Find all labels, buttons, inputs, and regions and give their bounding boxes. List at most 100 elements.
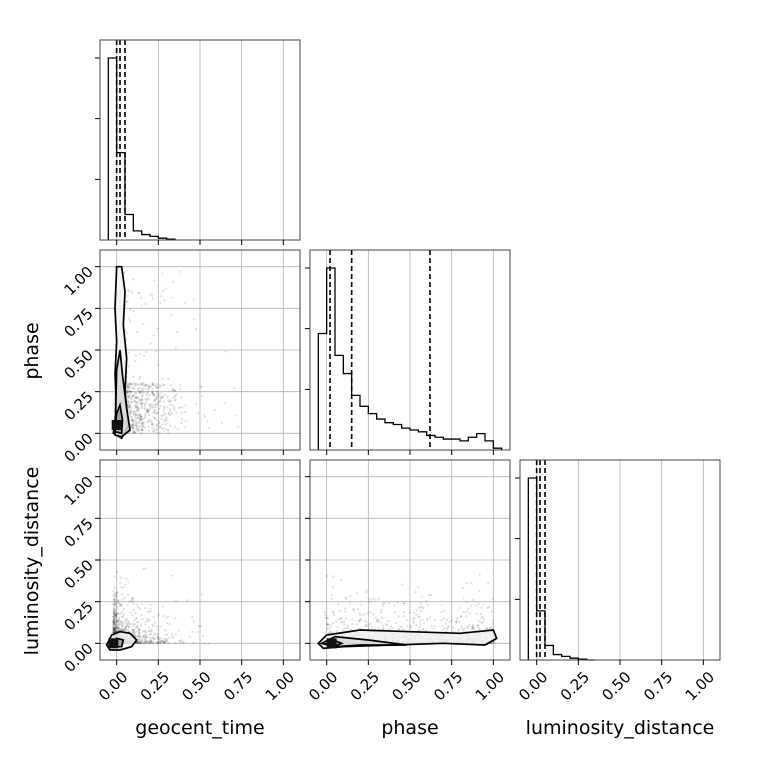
scatter-point bbox=[333, 613, 336, 616]
scatter-point bbox=[143, 414, 147, 417]
scatter-point bbox=[144, 640, 147, 644]
scatter-point bbox=[141, 421, 144, 424]
x-tick-label-2: 0.50 bbox=[598, 668, 634, 704]
scatter-point bbox=[145, 350, 148, 353]
scatter-point bbox=[158, 385, 162, 388]
scatter-point bbox=[140, 402, 143, 405]
scatter-point bbox=[129, 390, 132, 394]
scatter-point bbox=[164, 629, 167, 632]
scatter-point bbox=[491, 597, 494, 601]
scatter-point bbox=[133, 410, 137, 413]
scatter-point bbox=[162, 409, 165, 412]
scatter-point bbox=[133, 431, 136, 434]
scatter-point bbox=[125, 628, 128, 632]
scatter-point bbox=[356, 623, 359, 626]
scatter-point bbox=[163, 420, 166, 423]
scatter-point bbox=[117, 626, 120, 629]
scatter-point bbox=[148, 394, 152, 397]
scatter-point bbox=[429, 594, 432, 597]
scatter-point bbox=[120, 621, 123, 624]
scatter-point bbox=[143, 633, 146, 637]
scatter-point bbox=[131, 411, 134, 414]
scatter-point bbox=[141, 394, 145, 397]
scatter-point bbox=[131, 421, 134, 424]
scatter-point bbox=[149, 385, 152, 388]
scatter-point bbox=[155, 395, 158, 398]
scatter-point bbox=[119, 623, 122, 626]
scatter-point bbox=[383, 602, 386, 605]
scatter-point bbox=[125, 618, 128, 621]
scatter-point bbox=[133, 387, 136, 391]
scatter-point bbox=[144, 638, 147, 641]
scatter-point bbox=[174, 599, 178, 603]
scatter-point bbox=[200, 386, 203, 389]
scatter-point bbox=[146, 390, 149, 393]
scatter-point bbox=[162, 641, 165, 644]
scatter-point bbox=[163, 640, 166, 643]
scatter-point bbox=[160, 391, 163, 395]
scatter-point bbox=[126, 624, 129, 627]
scatter-point bbox=[145, 394, 149, 398]
scatter-point bbox=[346, 626, 350, 629]
scatter-point bbox=[147, 386, 150, 390]
scatter-point bbox=[136, 407, 139, 410]
scatter-point bbox=[357, 619, 360, 622]
scatter-point bbox=[140, 640, 144, 643]
scatter-point bbox=[371, 625, 374, 629]
scatter-point bbox=[115, 591, 118, 594]
scatter-point bbox=[134, 384, 137, 387]
scatter-point bbox=[155, 411, 159, 414]
scatter-point bbox=[418, 616, 421, 619]
scatter-point bbox=[123, 626, 127, 630]
scatter-point bbox=[192, 298, 195, 301]
scatter-point bbox=[443, 627, 446, 630]
scatter-point bbox=[112, 626, 115, 630]
scatter-point bbox=[167, 377, 170, 381]
y-tick-label-3: 0.75 bbox=[60, 304, 96, 340]
axis-labels-layer: geocent_time phase luminosity_distance p… bbox=[21, 322, 714, 739]
scatter-point bbox=[150, 629, 153, 633]
scatter-point bbox=[157, 393, 160, 396]
scatter-point bbox=[421, 627, 424, 631]
scatter-point bbox=[159, 399, 162, 402]
scatter-point bbox=[480, 621, 483, 624]
scatter-point bbox=[412, 621, 416, 625]
scatter-point bbox=[400, 624, 403, 628]
scatter-point bbox=[149, 641, 153, 644]
scatter-point bbox=[125, 389, 128, 392]
scatter-point bbox=[116, 605, 119, 609]
scatter-point bbox=[137, 413, 140, 416]
scatter-point bbox=[174, 633, 177, 636]
scatter-point bbox=[130, 400, 133, 404]
scatter-point bbox=[325, 627, 329, 630]
x-tick-label-1: 0.25 bbox=[557, 668, 593, 704]
scatter-point bbox=[139, 375, 142, 378]
scatter-point bbox=[134, 416, 137, 419]
scatter-point bbox=[152, 625, 155, 628]
scatter-point bbox=[114, 592, 117, 595]
scatter-point bbox=[132, 420, 136, 423]
scatter-point bbox=[134, 611, 137, 615]
scatter-point bbox=[131, 614, 134, 617]
scatter-point bbox=[387, 601, 390, 605]
scatter-point bbox=[154, 405, 157, 409]
scatter-point bbox=[132, 428, 135, 431]
scatter-point bbox=[166, 633, 169, 636]
scatter-point bbox=[376, 620, 380, 623]
scatter-point bbox=[379, 621, 382, 624]
scatter-point bbox=[421, 628, 425, 632]
scatter-point bbox=[195, 402, 198, 405]
scatter-point bbox=[132, 412, 136, 415]
scatter-point bbox=[421, 618, 424, 621]
scatter-point bbox=[491, 642, 494, 645]
scatter-point bbox=[183, 301, 186, 304]
scatter-point bbox=[112, 628, 116, 631]
scatter-point bbox=[448, 620, 451, 624]
scatter-point bbox=[344, 597, 348, 600]
scatter-point bbox=[116, 570, 119, 574]
scatter-point bbox=[151, 623, 154, 626]
scatter-point bbox=[137, 427, 140, 430]
scatter-point bbox=[346, 624, 349, 627]
scatter-point bbox=[465, 610, 469, 614]
scatter-point bbox=[113, 614, 116, 618]
